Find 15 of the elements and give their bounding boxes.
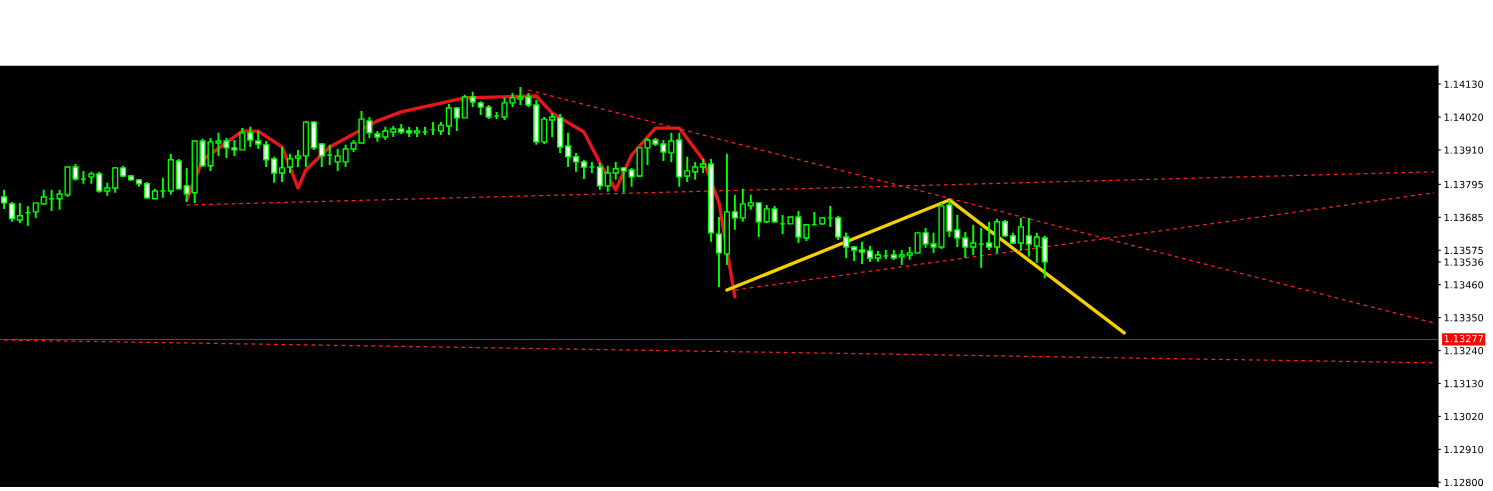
y-tick-label: 1.14020 bbox=[1444, 113, 1484, 121]
y-tick-label: 1.14130 bbox=[1444, 80, 1484, 88]
y-tick-label: 1.13536 bbox=[1444, 258, 1484, 266]
y-tick-label: 1.13795 bbox=[1444, 180, 1483, 189]
y-tick-label: 1.13240 bbox=[1444, 347, 1484, 355]
y-tick-label: 1.13685 bbox=[1444, 213, 1483, 222]
y-tick-label: 1.13130 bbox=[1444, 379, 1484, 388]
y-tick-label: 1.13020 bbox=[1444, 412, 1484, 421]
y-tick-label: 1.13350 bbox=[1444, 314, 1484, 322]
y-tick-label: 1.12910 bbox=[1444, 445, 1484, 454]
y-tick-label: 1.13575 bbox=[1444, 246, 1483, 255]
y-tick-label: 1.12800 bbox=[1444, 478, 1484, 487]
ref-line-label: 1.13277 bbox=[1444, 334, 1483, 343]
y-tick-label: 1.13910 bbox=[1444, 146, 1484, 154]
y-tick-label: 1.13460 bbox=[1444, 281, 1484, 289]
